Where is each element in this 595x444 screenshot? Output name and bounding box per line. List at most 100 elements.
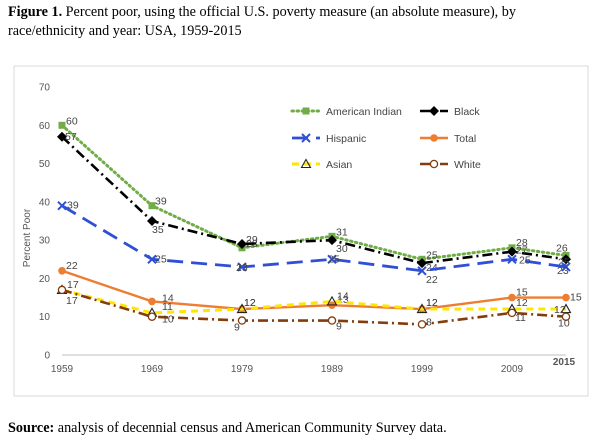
legend-label: Hispanic [326,133,366,145]
legend-label: White [454,159,481,171]
y-tick-label: 70 [39,83,51,94]
x-tick-label: 1979 [231,364,254,375]
data-point [147,254,157,264]
source-text: analysis of decennial census and America… [54,420,447,436]
data-point [58,121,66,129]
legend-swatch-marker [430,134,438,142]
source-label: Source: [8,420,55,436]
data-label: 8 [426,316,432,328]
x-tick-label: 1999 [411,364,434,375]
x-tick-label: 1959 [51,364,74,375]
data-point [561,312,571,321]
legend-label: Total [454,133,476,145]
data-label: 10 [558,318,570,330]
data-label: 30 [336,243,348,255]
data-label: 60 [66,115,78,127]
data-label: 14 [337,290,349,302]
data-label: 25 [155,253,167,265]
data-label: 13 [337,294,349,306]
data-label: 17 [67,279,79,291]
data-label: 12 [426,297,438,309]
data-point [237,262,247,272]
data-point [327,254,337,264]
data-label: 57 [65,131,77,143]
data-point [507,254,517,264]
data-point [236,303,248,314]
data-point [148,202,156,210]
data-label: 11 [515,312,526,324]
y-tick-label: 40 [39,197,51,208]
data-label: 15 [516,287,528,299]
data-point [147,312,157,321]
data-point [148,297,156,306]
legend-label: American Indian [326,106,402,118]
caption-label: Figure 1. [8,4,63,20]
y-tick-label: 30 [39,236,51,247]
chart-area-background [13,65,589,397]
data-point [562,293,570,302]
data-label: 22 [426,274,438,286]
data-point [326,295,338,306]
data-label: 10 [162,314,174,326]
data-point [561,262,571,272]
data-point [507,308,517,318]
data-label: 25 [328,253,340,265]
y-tick-label: 0 [44,351,50,362]
data-point [416,303,428,314]
legend-label: Asian [326,159,352,171]
legend-swatch-marker [429,159,439,169]
data-label: 12 [244,297,256,309]
data-point [147,216,157,226]
data-point [237,316,247,325]
data-label: 29 [246,234,258,246]
y-tick-label: 10 [39,312,51,323]
data-label: 26 [556,242,568,254]
legend-label: Black [454,106,480,118]
data-point [417,320,427,329]
data-label: 27 [516,245,528,257]
source-note: Source: analysis of decennial census and… [8,420,447,437]
legend-swatch-marker [302,107,310,115]
legend-swatch-marker [300,158,312,169]
data-label: 39 [155,196,167,208]
legend-swatch-marker [301,133,311,143]
data-label: 15 [570,292,582,304]
data-point [507,246,517,257]
legend-swatch-marker [429,106,439,116]
data-label: 25 [426,249,438,261]
data-point [57,200,67,211]
data-label: 25 [519,254,531,266]
data-point [57,131,67,142]
data-label: 28 [516,237,528,249]
data-label: 12 [244,297,256,309]
data-label: 25 [558,256,570,268]
y-tick-label: 50 [39,159,51,170]
y-axis-title: Percent Poor [22,208,33,267]
data-label: 9 [234,322,240,334]
data-point [327,235,337,246]
data-point [561,254,571,265]
data-label: 22 [66,260,78,272]
y-tick-label: 20 [39,274,51,285]
y-tick-label: 60 [39,121,51,132]
data-point [417,258,427,269]
data-label: 9 [336,321,342,333]
x-tick-label: 2015 [553,357,576,368]
data-point [57,285,67,295]
data-label: 12 [426,297,438,309]
data-point [417,266,427,276]
x-tick-label: 2009 [501,364,524,375]
data-point [327,316,337,325]
data-label: 23 [236,262,248,274]
data-label: 35 [152,224,164,236]
data-point [237,238,247,249]
data-label: 12 [554,304,566,316]
data-label: 39 [67,200,79,212]
figure-caption: Figure 1. Percent poor, using the offici… [8,3,593,41]
x-tick-label: 1969 [141,364,164,375]
data-point [508,293,516,302]
caption-text: Percent poor, using the official U.S. po… [8,4,516,39]
data-label: 11 [162,301,173,313]
x-tick-label: 1989 [321,364,344,375]
